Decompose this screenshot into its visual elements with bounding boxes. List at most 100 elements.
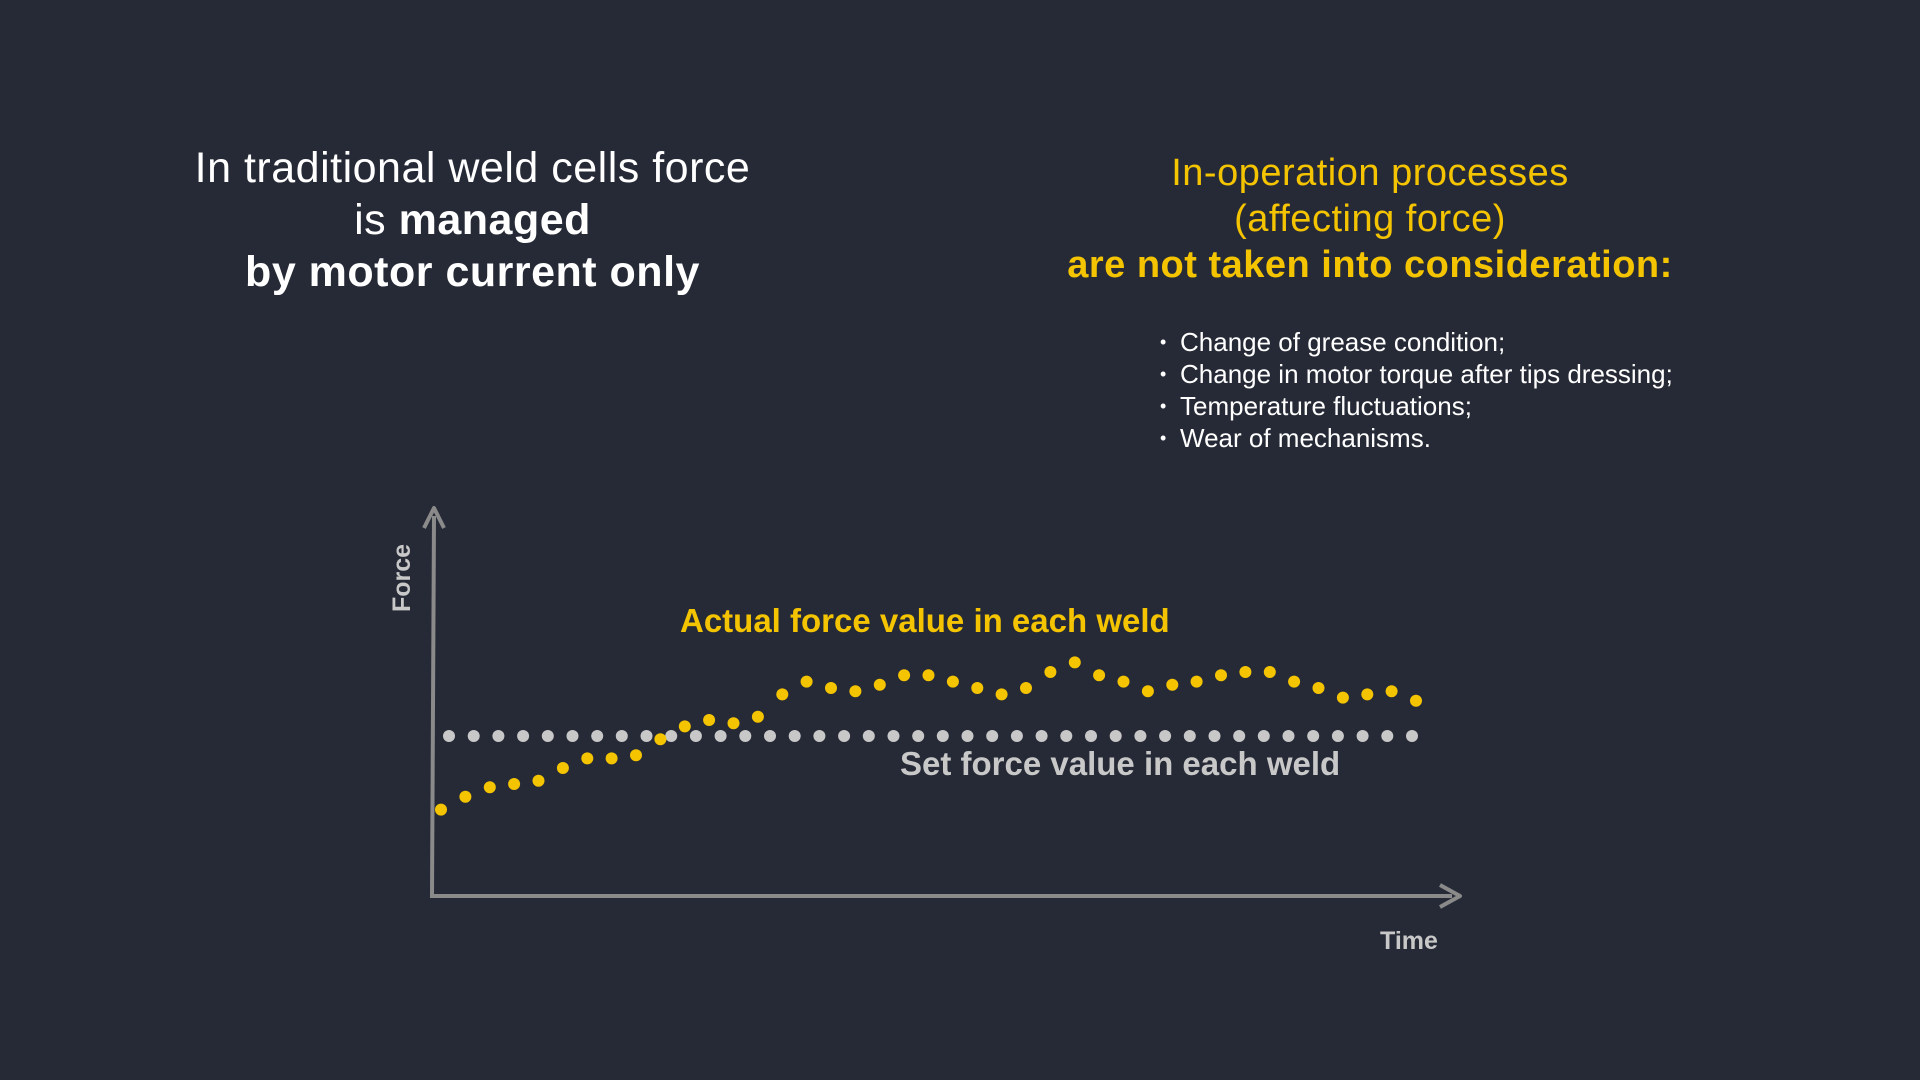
actual-force-point (1068, 656, 1081, 669)
actual-force-point (1020, 682, 1032, 694)
set-force-point (1257, 730, 1270, 742)
right-heading-line2: (affecting force) (1234, 198, 1506, 240)
y-axis-arrow-icon (422, 506, 446, 529)
actual-force-point (825, 682, 837, 694)
actual-force-point (751, 710, 764, 723)
actual-force-point (605, 752, 618, 765)
set-force-point (1282, 730, 1295, 742)
factor-text: Change in motor torque after tips dressi… (1180, 359, 1673, 389)
set-force-point (788, 730, 801, 742)
set-force-point (1208, 730, 1221, 742)
set-force-point (1381, 730, 1394, 742)
actual-force-series (435, 656, 1422, 816)
factor-text: Change of grease condition; (1180, 327, 1506, 357)
bullet-icon: • (1160, 364, 1167, 384)
left-heading-line2: is managed (100, 194, 845, 246)
set-force-point (936, 730, 949, 742)
left-heading-line3: by motor current only (245, 248, 700, 296)
actual-force-point (508, 778, 521, 790)
actual-force-point (922, 669, 935, 682)
actual-force-label: Actual force value in each weld (680, 602, 1170, 639)
actual-force-point (703, 714, 716, 726)
actual-force-point (581, 752, 594, 765)
set-force-point (961, 730, 974, 742)
set-force-point (665, 730, 678, 742)
set-force-point (1109, 730, 1122, 742)
set-force-point (1406, 730, 1418, 742)
set-force-point (1307, 730, 1320, 742)
set-force-point (443, 730, 455, 742)
set-force-point (615, 730, 628, 742)
actual-force-point (1361, 688, 1374, 701)
actual-force-point (556, 762, 569, 774)
actual-force-point (849, 685, 862, 698)
actual-force-point (1288, 675, 1301, 688)
actual-force-point (1336, 691, 1349, 704)
set-force-series (443, 730, 1418, 742)
set-force-point (714, 730, 727, 742)
set-force-point (1159, 730, 1172, 742)
factor-text: Temperature fluctuations; (1180, 391, 1472, 421)
set-force-point (1085, 730, 1097, 742)
actual-force-point (971, 682, 984, 694)
bullet-icon: • (1160, 396, 1167, 416)
factor-text: Wear of mechanisms. (1180, 423, 1431, 453)
actual-force-point (459, 790, 472, 803)
actual-force-point (630, 749, 642, 762)
left-heading-line2-bold: managed (398, 196, 591, 244)
right-heading-line1: In-operation processes (1171, 152, 1569, 194)
set-force-point (467, 730, 480, 742)
set-force-point (862, 730, 875, 742)
set-force-point (1060, 730, 1073, 742)
left-heading-line2-prefix: is (354, 196, 399, 244)
factor-list: • Change of grease condition; • Change in … (1160, 326, 1673, 454)
actual-force-point (946, 675, 959, 688)
actual-force-point (532, 774, 545, 787)
set-force-point (1183, 730, 1196, 742)
actual-force-point (1239, 666, 1252, 678)
actual-force-point (1312, 682, 1325, 694)
right-heading: In-operation processes (affecting force)… (1010, 150, 1730, 288)
factor-item: • Temperature fluctuations; (1160, 390, 1673, 422)
actual-force-point (898, 669, 911, 682)
actual-force-point (1385, 685, 1398, 698)
y-axis-label: Force (388, 544, 416, 612)
set-force-point (813, 730, 826, 742)
set-force-point (1134, 730, 1147, 742)
set-force-point (838, 730, 851, 742)
set-force-point (1010, 730, 1023, 742)
factor-item: • Wear of mechanisms. (1160, 422, 1673, 454)
actual-force-point (678, 720, 691, 733)
bullet-icon: • (1160, 332, 1167, 352)
factor-item: • Change of grease condition; (1160, 326, 1673, 358)
actual-force-point (1044, 666, 1057, 678)
actual-force-point (800, 675, 813, 688)
set-force-point (764, 730, 776, 742)
set-force-point (566, 730, 579, 742)
set-force-point (517, 730, 530, 742)
actual-force-point (654, 733, 667, 746)
actual-force-point (1166, 678, 1179, 691)
actual-force-point (435, 803, 447, 816)
factor-item: • Change in motor torque after tips dress… (1160, 358, 1673, 390)
actual-force-point (995, 688, 1008, 701)
actual-force-point (1190, 675, 1203, 688)
left-heading: In traditional weld cells force is manag… (100, 142, 845, 298)
y-axis-line (430, 515, 436, 897)
actual-force-point (1141, 685, 1154, 698)
set-force-point (689, 730, 702, 742)
set-force-point (887, 730, 900, 742)
actual-force-point (727, 717, 740, 730)
actual-force-point (1263, 666, 1276, 678)
actual-force-point (1117, 675, 1130, 688)
right-heading-line3: are not taken into consideration: (1067, 244, 1673, 286)
actual-force-point (1215, 669, 1227, 682)
left-heading-line1: In traditional weld cells force (194, 144, 751, 192)
set-force-point (541, 730, 554, 742)
set-force-point (986, 730, 999, 742)
set-force-point (912, 730, 925, 742)
set-force-point (591, 730, 604, 742)
set-force-point (739, 730, 752, 742)
